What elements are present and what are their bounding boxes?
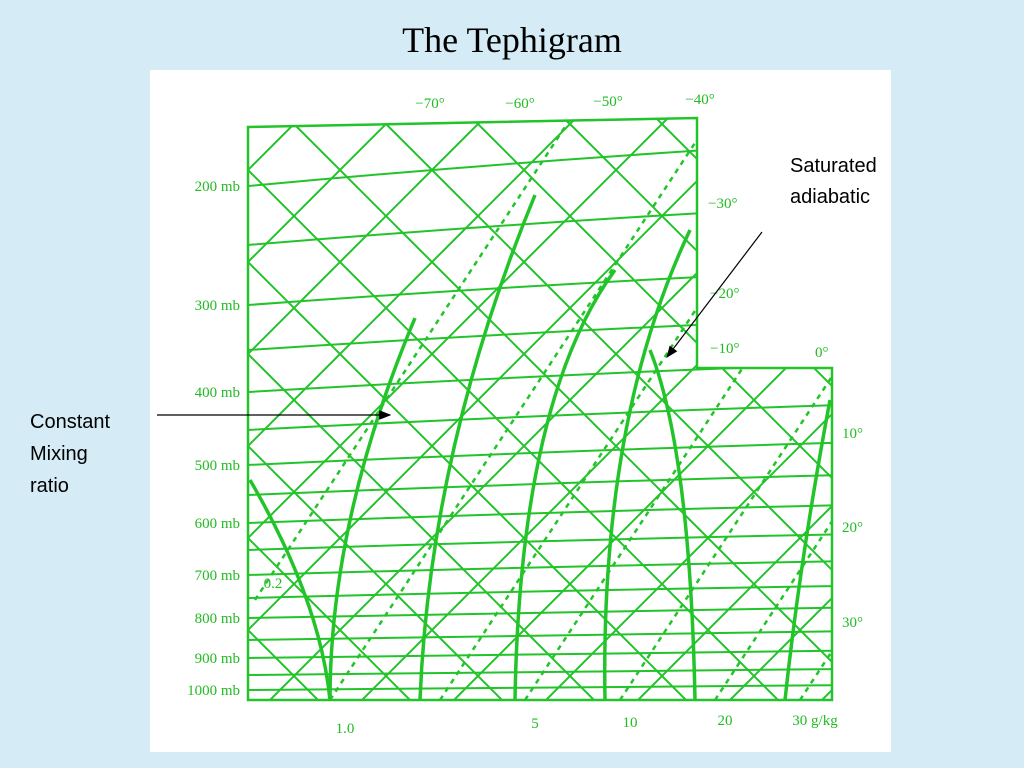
dry-adiabat: [248, 118, 553, 700]
temperature-label: −40°: [685, 92, 714, 108]
temperature-label: −30°: [708, 196, 737, 212]
diagram-labels: 200 mb 300 mb 400 mb 500 mb 600 mb 700 mb 800 …: [187, 92, 863, 737]
temperature-label: 10°: [842, 426, 863, 442]
saturated-adiabat: [602, 229, 692, 700]
mixing-ratio-label: 10: [623, 715, 638, 731]
isotherm: [956, 50, 1024, 750]
pressure-label: 900 mb: [195, 651, 240, 667]
isobar: [248, 630, 832, 641]
isobar: [248, 504, 832, 524]
tephigram-grid: [0, 50, 1024, 750]
temperature-label: −60°: [505, 96, 534, 112]
saturated-adiabat: [783, 399, 832, 700]
annotation-line: Saturated: [790, 155, 877, 177]
isotherm: [0, 50, 92, 750]
dry-adiabat: [248, 118, 737, 700]
temperature-label: 30°: [842, 615, 863, 631]
isotherm: [248, 118, 461, 700]
dry-adiabat: [403, 118, 832, 700]
isotherm: [248, 118, 369, 700]
saturated-adiabat: [513, 268, 617, 700]
mixing-ratio-label: 30 g/kg: [792, 713, 838, 729]
dry-adiabat: [248, 118, 461, 700]
saturated-adiabat: [328, 317, 417, 700]
pressure-label: 600 mb: [195, 516, 240, 532]
annotation-line: ratio: [30, 475, 69, 497]
isotherm: [248, 118, 553, 700]
temperature-label: −10°: [710, 341, 739, 357]
pressure-label: 1000 mb: [187, 683, 240, 699]
isobar: [248, 606, 832, 619]
saturated-adiabat: [648, 349, 697, 700]
mixing-ratio-label: 20: [718, 713, 733, 729]
isobar: [248, 533, 832, 551]
pressure-label: 700 mb: [195, 568, 240, 584]
mixing-ratio-label: 0.2: [264, 576, 283, 592]
pressure-label: 200 mb: [195, 179, 240, 195]
annotation-arrow: [666, 231, 763, 358]
mixing-ratio-label: 5: [531, 716, 539, 732]
pressure-label: 400 mb: [195, 385, 240, 401]
dry-adiabat: [248, 118, 832, 700]
dry-adiabat: [248, 118, 645, 700]
annotation-line: Constant: [30, 411, 110, 433]
saturated-adiabat: [418, 194, 537, 700]
pressure-label: 300 mb: [195, 298, 240, 314]
mixing-ratio-label: 1.0: [336, 721, 355, 737]
dry-adiabat: [311, 118, 832, 700]
dry-adiabat: [495, 118, 832, 700]
dry-adiabat: [0, 50, 92, 750]
temperature-label: −70°: [415, 96, 444, 112]
isotherm: [495, 118, 832, 700]
temperature-label: 20°: [842, 520, 863, 536]
isotherm: [679, 118, 832, 700]
temperature-label: 0°: [815, 345, 829, 361]
isobar: [248, 474, 832, 496]
annotation-line: Mixing: [30, 443, 88, 465]
isobar: [248, 404, 832, 431]
isobar: [248, 560, 832, 576]
dry-adiabat: [956, 50, 1024, 750]
pressure-label: 500 mb: [195, 458, 240, 474]
isobar: [248, 585, 832, 599]
pressure-label: 800 mb: [195, 611, 240, 627]
annotation-line: adiabatic: [790, 186, 870, 208]
saturated-adiabat: [248, 479, 332, 700]
slide-title: The Tephigram: [402, 20, 622, 60]
temperature-label: −50°: [593, 94, 622, 110]
dry-adiabat: [248, 118, 369, 700]
diagram-border: [246, 116, 834, 702]
